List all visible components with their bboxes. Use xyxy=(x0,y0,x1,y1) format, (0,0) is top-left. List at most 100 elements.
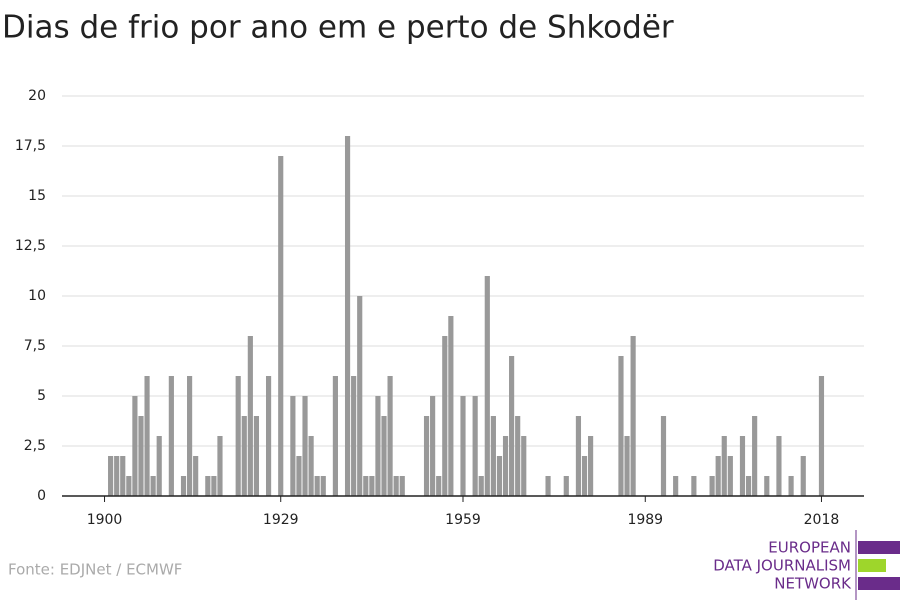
x-tick-label: 2018 xyxy=(804,512,840,528)
bar xyxy=(108,456,114,496)
logo-bar xyxy=(858,541,900,554)
bar xyxy=(691,476,697,496)
bar xyxy=(363,476,369,496)
bar xyxy=(344,136,351,496)
bar xyxy=(545,476,551,496)
logo-bar xyxy=(858,577,900,590)
bar xyxy=(745,476,752,496)
x-tick-label: 1900 xyxy=(87,512,123,528)
logo-text: DATA JOURNALISM xyxy=(713,557,851,575)
y-tick-label: 5 xyxy=(37,388,46,404)
bar xyxy=(265,376,272,496)
bar xyxy=(296,456,302,496)
bar xyxy=(660,416,667,496)
bar xyxy=(351,376,357,496)
bar xyxy=(114,456,120,496)
bar xyxy=(673,476,679,496)
bar xyxy=(205,476,211,496)
bar xyxy=(217,436,223,496)
bar xyxy=(484,276,490,496)
logo-text: EUROPEAN xyxy=(768,539,851,557)
bar xyxy=(302,396,308,496)
bar xyxy=(144,376,150,496)
bar xyxy=(478,476,484,496)
bar xyxy=(588,436,594,496)
bar xyxy=(138,416,144,496)
bar xyxy=(764,476,770,496)
bar xyxy=(776,436,782,496)
bar xyxy=(442,336,448,496)
bar xyxy=(727,456,733,496)
bar xyxy=(800,456,806,496)
bar xyxy=(332,376,338,496)
bar xyxy=(193,456,199,496)
bar xyxy=(314,476,320,496)
bar xyxy=(132,396,138,496)
x-tick-label: 1989 xyxy=(627,512,663,528)
bar xyxy=(752,416,758,496)
bar xyxy=(278,156,284,496)
chart-title: Dias de frio por ano em e perto de Shkod… xyxy=(2,10,674,46)
bar xyxy=(126,476,132,496)
bar xyxy=(180,476,187,496)
bar xyxy=(721,436,727,496)
y-tick-label: 0 xyxy=(37,488,46,504)
bar xyxy=(120,456,126,496)
y-tick-label: 12,5 xyxy=(15,238,46,254)
bar xyxy=(502,436,509,496)
bar xyxy=(393,476,399,496)
logo-text: NETWORK xyxy=(774,575,852,593)
logo-bar xyxy=(858,559,886,572)
bar xyxy=(253,416,260,496)
bar xyxy=(575,416,582,496)
y-tick-label: 20 xyxy=(28,88,46,104)
y-tick-label: 2,5 xyxy=(24,438,46,454)
y-tick-label: 10 xyxy=(28,288,46,304)
bar xyxy=(490,416,496,496)
bar xyxy=(521,436,527,496)
bar xyxy=(235,376,241,496)
bar xyxy=(150,476,156,496)
bar xyxy=(168,376,174,496)
bar xyxy=(788,476,794,496)
bar xyxy=(156,436,162,496)
bar xyxy=(509,356,515,496)
bar xyxy=(515,416,521,496)
x-tick-label: 1929 xyxy=(263,512,299,528)
bar xyxy=(563,476,569,496)
bar xyxy=(496,456,503,496)
bar xyxy=(369,476,375,496)
x-tick-label: 1959 xyxy=(445,512,481,528)
bar xyxy=(381,416,387,496)
bar xyxy=(375,396,381,496)
bar xyxy=(320,476,326,496)
bar xyxy=(460,396,466,496)
bar xyxy=(357,296,363,496)
y-tick-label: 15 xyxy=(28,188,46,204)
bar xyxy=(423,416,430,496)
bar xyxy=(211,476,217,496)
bar xyxy=(630,336,636,496)
bar xyxy=(399,476,405,496)
bar xyxy=(241,416,247,496)
bar xyxy=(247,336,253,496)
bar xyxy=(448,316,454,496)
bar xyxy=(308,436,314,496)
source: Fonte: EDJNet / ECMWF xyxy=(8,561,182,579)
bar xyxy=(387,376,393,496)
bar xyxy=(715,456,721,496)
bar xyxy=(709,476,715,496)
bar xyxy=(739,436,746,496)
bar xyxy=(430,396,436,496)
bar xyxy=(472,396,478,496)
bar xyxy=(436,476,442,496)
bar xyxy=(187,376,193,496)
bar xyxy=(624,436,630,496)
bar xyxy=(290,396,296,496)
bar xyxy=(818,376,825,496)
y-tick-label: 17,5 xyxy=(15,138,46,154)
y-tick-label: 7,5 xyxy=(24,338,46,354)
bar xyxy=(618,356,624,496)
bar xyxy=(581,456,588,496)
